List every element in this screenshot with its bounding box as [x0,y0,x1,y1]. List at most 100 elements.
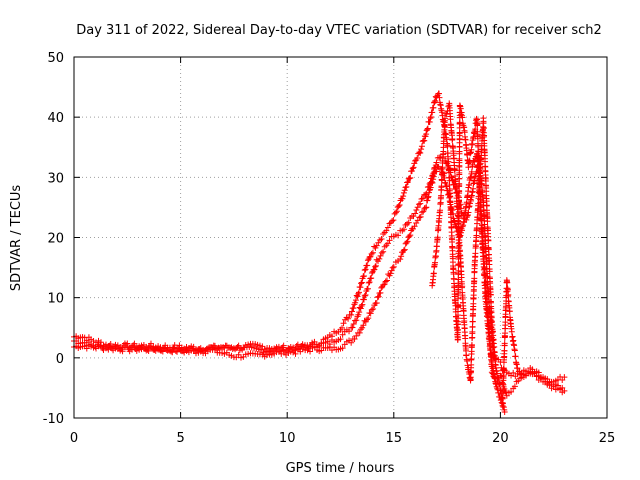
data-point [412,210,419,217]
data-point [427,113,434,120]
data-point [337,336,344,343]
data-point [515,368,522,375]
data-point [456,242,463,249]
data-point [339,324,346,331]
data-point [432,97,439,104]
data-point [423,204,430,211]
data-point [291,347,298,354]
data-point [406,175,413,182]
data-point [348,339,355,346]
data-point [535,369,542,376]
axis-ticks: 0 5 10 15 20 25 -10 0 10 20 30 40 50 [43,51,616,446]
data-point [328,333,335,340]
data-point [424,197,431,204]
data-point [454,326,461,333]
data-point [417,200,424,207]
data-point [407,174,414,181]
data-point [375,293,382,300]
data-point [364,257,371,264]
data-point [383,277,390,284]
data-point [418,143,425,150]
data-point [453,184,460,191]
data-point [414,204,421,211]
data-point [404,179,411,186]
series-track-high [71,90,568,409]
data-point [374,294,381,301]
data-point [542,378,549,385]
data-point [491,371,498,378]
data-point [457,201,464,208]
data-point [471,174,478,181]
data-point [511,383,518,390]
data-point [362,266,369,273]
data-point [367,310,374,317]
data-point [423,131,430,138]
data-point [387,270,394,277]
data-point [442,180,449,187]
data-point [491,374,498,381]
data-point [407,232,414,239]
data-point [390,217,397,224]
data-point [449,136,456,143]
data-point [306,343,313,350]
data-point [410,164,417,171]
data-point [416,214,423,221]
data-point [368,270,375,277]
data-point [421,137,428,144]
data-point [409,165,416,172]
data-point [377,289,384,296]
data-point [457,105,464,112]
data-point [466,203,473,210]
data-point [382,278,389,285]
data-point [477,165,484,172]
data-point [443,111,450,118]
data-point [427,179,434,186]
data-point [456,155,463,162]
data-point [367,253,374,260]
data-point [481,272,488,279]
x-tick-label: 15 [386,431,403,446]
data-point [426,118,433,125]
data-point [420,208,427,215]
data-point [468,146,475,153]
data-point [472,250,479,257]
data-point [424,125,431,132]
data-point [339,345,346,352]
data-point [83,342,90,349]
data-point [500,365,507,372]
y-tick-label: 0 [56,352,64,367]
data-point [350,305,357,312]
data-point [292,346,299,353]
data-point [169,346,176,353]
data-point [376,255,383,262]
data-point [400,189,407,196]
data-point [493,367,500,374]
data-point [422,204,429,211]
data-point [466,182,473,189]
data-point [393,208,400,215]
data-point [417,213,424,220]
data-point [145,344,152,351]
data-point [174,345,181,352]
data-point [504,279,511,286]
data-point [423,190,430,197]
data-point [386,237,393,244]
data-point [447,193,454,200]
data-point [453,189,460,196]
data-point [380,248,387,255]
data-point [397,256,404,263]
y-tick-label: 30 [47,171,64,186]
data-point [444,143,451,150]
data-point [486,268,493,275]
data-point [438,192,445,199]
data-point [364,285,371,292]
data-point [487,291,494,298]
x-tick-label: 20 [492,431,509,446]
data-point [468,341,475,348]
data-point [345,315,352,322]
data-point [501,347,508,354]
data-point [474,121,481,128]
data-point [380,281,387,288]
data-point [401,246,408,253]
y-axis-label: SDTVAR / TECUs [9,185,24,292]
